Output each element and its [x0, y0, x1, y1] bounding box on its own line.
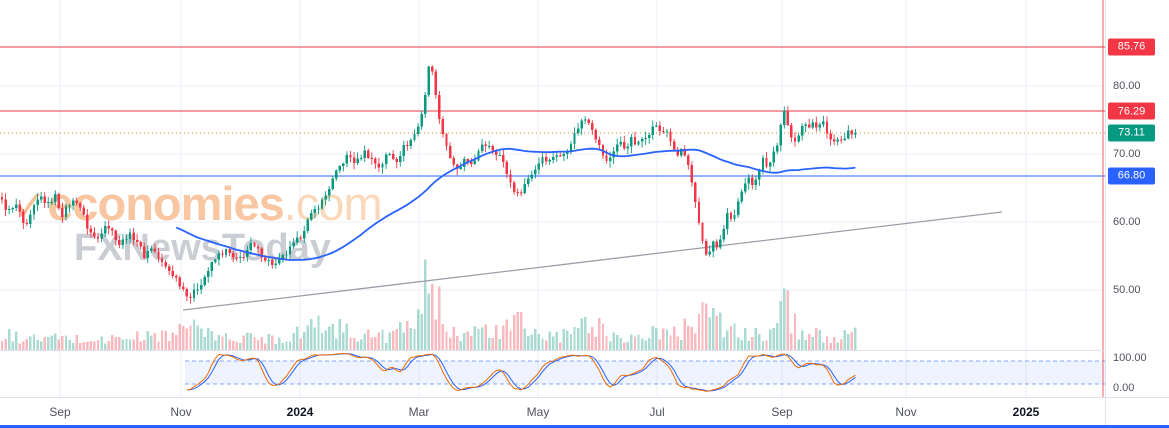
price-tick-label: 60.00 — [1113, 216, 1141, 228]
price-level-badge: 85.76 — [1108, 38, 1155, 56]
time-axis-label: Sep — [49, 405, 71, 419]
price-tick-label: 50.00 — [1113, 284, 1141, 296]
time-axis[interactable]: Sep Nov 2024 Mar May Jul Sep Nov 2025 — [0, 397, 1169, 425]
bottom-accent-bar — [0, 425, 1169, 428]
time-axis-label: 2024 — [286, 405, 314, 419]
price-tick-label: 80.00 — [1113, 80, 1141, 92]
time-axis-label: 2025 — [1012, 405, 1040, 419]
axis-border — [1105, 0, 1106, 425]
time-axis-label: Mar — [408, 405, 430, 419]
oscillator-tick-label: 0.00 — [1113, 382, 1135, 394]
time-axis-label: Jul — [649, 405, 665, 419]
pane-separator[interactable] — [0, 350, 1169, 351]
oscillator-tick-label: 100.00 — [1113, 352, 1147, 364]
price-level-badge: 66.80 — [1108, 167, 1155, 185]
time-axis-label: Nov — [170, 405, 192, 419]
price-axis[interactable]: 80.00 70.00 60.00 50.00 100.00 0.00 85.76 76.29… — [1105, 0, 1169, 397]
price-tick-label: 70.00 — [1113, 148, 1141, 160]
price-level-badge: 73.11 — [1108, 124, 1155, 142]
time-axis-label: Nov — [895, 405, 917, 419]
plot-layer[interactable] — [0, 0, 1105, 397]
time-axis-label: May — [526, 405, 550, 419]
time-axis-label: Sep — [771, 405, 793, 419]
price-level-badge: 76.29 — [1108, 102, 1155, 120]
grid-layer — [0, 0, 1105, 397]
